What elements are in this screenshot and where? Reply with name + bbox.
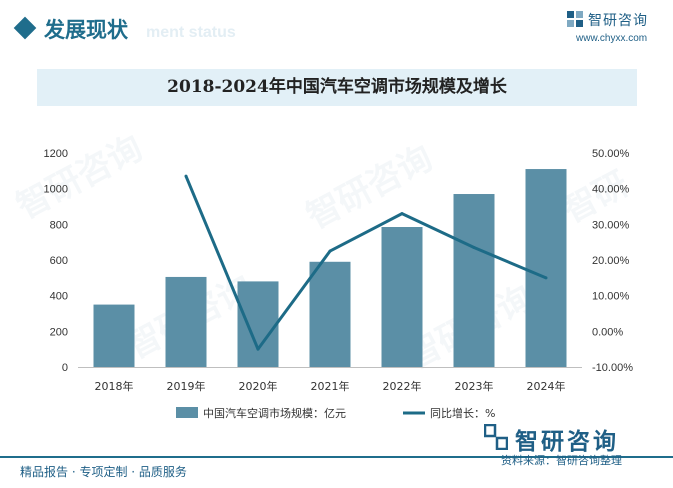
x-axis-labels: 2018年 2019年 2020年 2021年 2022年 2023年 2024年 bbox=[95, 379, 566, 393]
growth-point-1 bbox=[184, 174, 188, 178]
brand-url[interactable]: www.chyxx.com bbox=[576, 33, 648, 44]
right-tick-label: 50.00% bbox=[592, 148, 630, 160]
bar-6 bbox=[525, 169, 567, 367]
category-label: 2021年 bbox=[311, 379, 350, 393]
left-tick-label: 0 bbox=[62, 362, 68, 374]
growth-point-3 bbox=[328, 249, 332, 253]
footer-brand-name: 智研咨询 bbox=[515, 429, 619, 455]
category-label: 2019年 bbox=[167, 379, 206, 393]
left-tick-label: 400 bbox=[50, 291, 68, 303]
page-header: ment status 发展现状 智研咨询 www.chyxx.com bbox=[0, 0, 673, 62]
growth-point-2 bbox=[256, 347, 260, 351]
bar-3 bbox=[309, 261, 351, 367]
section-title: 发展现状 bbox=[44, 18, 128, 42]
right-tick-label: -10.00% bbox=[592, 362, 633, 374]
left-tick-label: 1200 bbox=[44, 148, 68, 160]
right-tick-label: 30.00% bbox=[592, 219, 630, 231]
category-label: 2018年 bbox=[95, 379, 134, 393]
footer-tagline: 精品报告 · 专项定制 · 品质服务 bbox=[20, 465, 187, 479]
category-label: 2024年 bbox=[527, 379, 566, 393]
left-tick-label: 800 bbox=[50, 219, 68, 231]
source-note: 资料来源：智研咨询整理 bbox=[501, 454, 622, 467]
footer-divider bbox=[0, 456, 673, 458]
bar-4 bbox=[381, 227, 423, 367]
category-label: 2022年 bbox=[383, 379, 422, 393]
chart-title: 2018-2024年中国汽车空调市场规模及增长 bbox=[167, 77, 507, 97]
bar-series bbox=[93, 169, 567, 367]
right-tick-label: 40.00% bbox=[592, 184, 630, 196]
section-subtitle: ment status bbox=[146, 24, 236, 41]
brand-name: 智研咨询 bbox=[588, 13, 648, 29]
category-label: 2020年 bbox=[239, 379, 278, 393]
growth-point-5 bbox=[472, 246, 476, 250]
line-series bbox=[184, 174, 548, 351]
left-tick-label: 200 bbox=[50, 326, 68, 338]
bar-1 bbox=[165, 276, 207, 367]
legend: 中国汽车空调市场规模：亿元 同比增长：% bbox=[176, 406, 495, 420]
right-y-axis: -10.00% 0.00% 10.00% 20.00% 30.00% 40.00% 50.0… bbox=[592, 148, 633, 374]
right-tick-label: 20.00% bbox=[592, 255, 630, 267]
growth-point-6 bbox=[544, 276, 548, 280]
bar-5 bbox=[453, 194, 495, 367]
brand-logo-icon bbox=[567, 11, 583, 27]
footer-brand-logo-icon bbox=[484, 424, 508, 450]
right-tick-label: 0.00% bbox=[592, 326, 623, 338]
category-label: 2023年 bbox=[455, 379, 494, 393]
left-y-axis: 0 200 400 600 800 1000 1200 bbox=[44, 148, 68, 374]
bar-2 bbox=[237, 281, 279, 367]
right-tick-label: 10.00% bbox=[592, 291, 630, 303]
legend-line-label: 同比增长：% bbox=[430, 406, 495, 420]
brand-block: 智研咨询 www.chyxx.com bbox=[566, 8, 670, 48]
legend-bar-label: 中国汽车空调市场规模：亿元 bbox=[203, 406, 346, 420]
growth-line bbox=[184, 175, 547, 351]
left-tick-label: 1000 bbox=[44, 184, 68, 196]
growth-point-4 bbox=[400, 212, 404, 216]
left-tick-label: 600 bbox=[50, 255, 68, 267]
chart-title-bar: 2018-2024年中国汽车空调市场规模及增长 bbox=[37, 69, 637, 106]
legend-bar-swatch bbox=[176, 407, 198, 418]
bar-0 bbox=[93, 304, 135, 367]
